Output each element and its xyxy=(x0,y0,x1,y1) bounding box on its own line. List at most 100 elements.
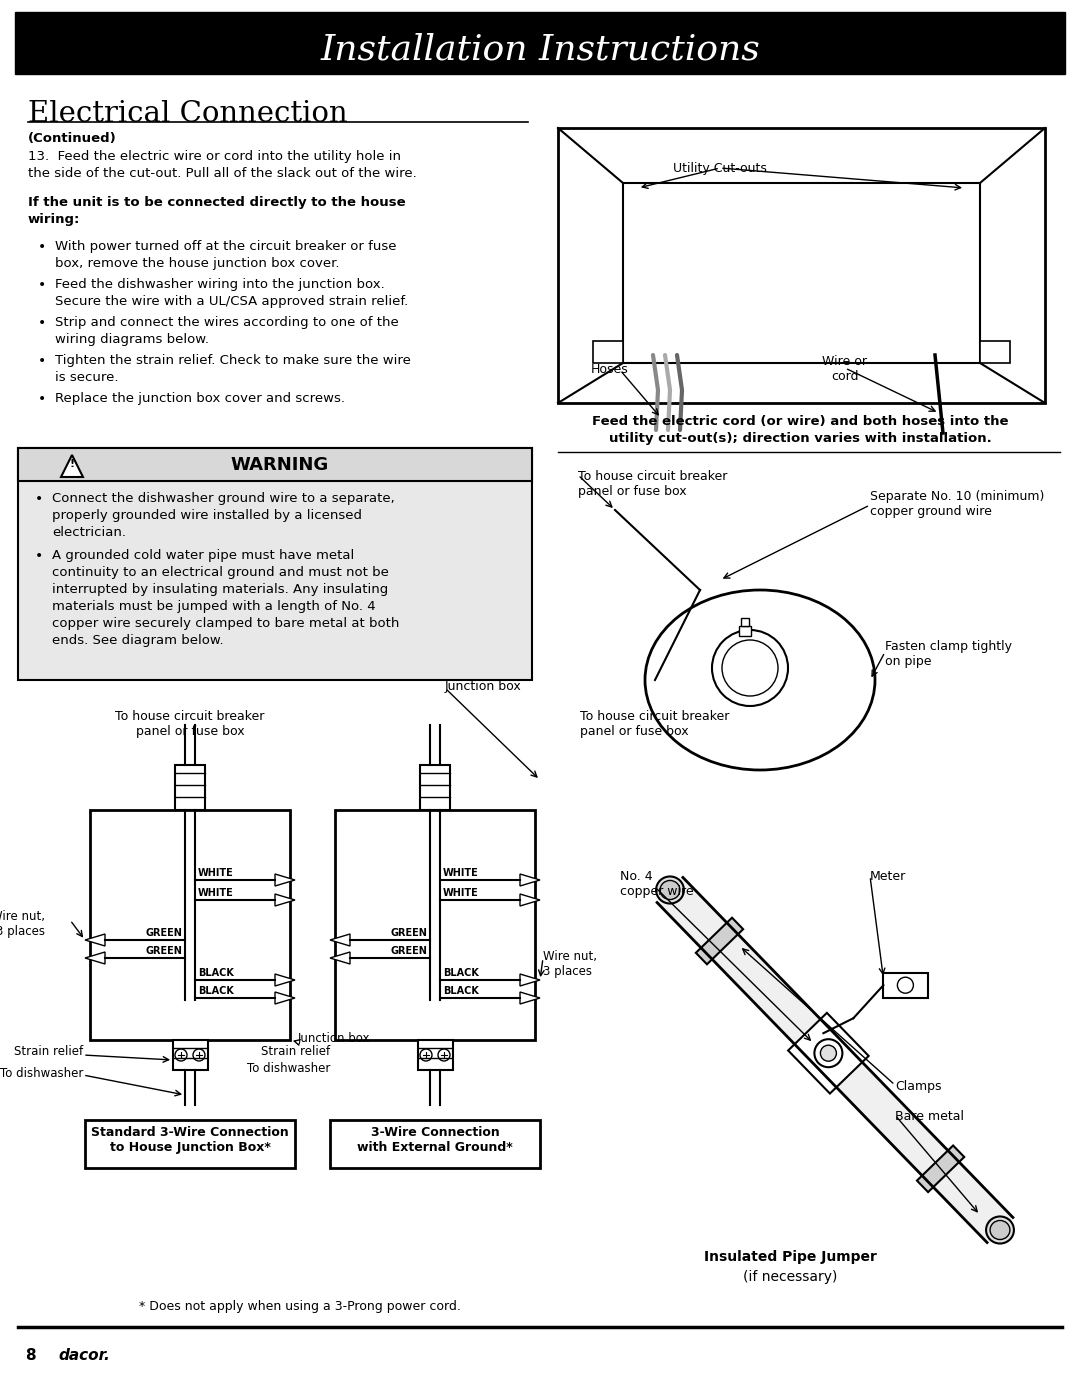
Text: 13.  Feed the electric wire or cord into the utility hole in
the side of the cut: 13. Feed the electric wire or cord into … xyxy=(28,149,417,180)
Text: •: • xyxy=(38,240,46,254)
Bar xyxy=(623,183,980,363)
Bar xyxy=(593,341,623,363)
Text: Standard 3-Wire Connection
to House Junction Box*: Standard 3-Wire Connection to House Junc… xyxy=(91,1126,288,1154)
Text: •: • xyxy=(35,549,43,563)
Polygon shape xyxy=(917,1146,964,1192)
Text: GREEN: GREEN xyxy=(390,946,427,956)
Text: GREEN: GREEN xyxy=(390,928,427,937)
Text: (Continued): (Continued) xyxy=(28,131,117,145)
Bar xyxy=(90,810,291,1039)
Text: Replace the junction box cover and screws.: Replace the junction box cover and screw… xyxy=(55,393,345,405)
Circle shape xyxy=(712,630,788,705)
Bar xyxy=(335,810,535,1039)
Ellipse shape xyxy=(990,1221,1010,1239)
Text: Junction box: Junction box xyxy=(298,1032,370,1045)
Text: !: ! xyxy=(69,460,75,469)
Text: With power turned off at the circuit breaker or fuse
box, remove the house junct: With power turned off at the circuit bre… xyxy=(55,240,396,270)
Ellipse shape xyxy=(645,590,875,770)
Text: 8: 8 xyxy=(25,1348,36,1363)
Text: BLACK: BLACK xyxy=(443,986,478,996)
Text: Strip and connect the wires according to one of the
wiring diagrams below.: Strip and connect the wires according to… xyxy=(55,316,399,346)
Bar xyxy=(739,626,751,636)
Circle shape xyxy=(723,640,778,696)
Text: (if necessary): (if necessary) xyxy=(743,1270,837,1284)
Text: To house circuit breaker
panel or fuse box: To house circuit breaker panel or fuse b… xyxy=(580,710,729,738)
Text: WHITE: WHITE xyxy=(443,868,478,877)
Text: Wire nut,
3 places: Wire nut, 3 places xyxy=(543,950,597,978)
Text: Strain relief: Strain relief xyxy=(261,1045,330,1058)
Polygon shape xyxy=(85,935,105,946)
Text: dacor.: dacor. xyxy=(58,1348,110,1363)
Polygon shape xyxy=(60,455,83,476)
Text: WHITE: WHITE xyxy=(198,888,233,898)
Text: Meter: Meter xyxy=(870,870,906,883)
Circle shape xyxy=(438,1049,450,1060)
Bar xyxy=(18,448,532,680)
Polygon shape xyxy=(330,935,350,946)
Text: GREEN: GREEN xyxy=(145,946,183,956)
Text: 3-Wire Connection
with External Ground*: 3-Wire Connection with External Ground* xyxy=(357,1126,513,1154)
Text: •: • xyxy=(38,278,46,292)
Ellipse shape xyxy=(660,880,680,900)
Ellipse shape xyxy=(656,876,684,904)
Bar xyxy=(18,448,532,481)
Bar xyxy=(420,766,450,810)
Polygon shape xyxy=(788,1013,868,1094)
Polygon shape xyxy=(275,974,295,986)
Circle shape xyxy=(814,1039,842,1067)
Bar xyxy=(15,13,1065,74)
Text: Bare metal: Bare metal xyxy=(895,1111,964,1123)
Text: Fasten clamp tightly
on pipe: Fasten clamp tightly on pipe xyxy=(885,640,1012,668)
Text: To dishwasher: To dishwasher xyxy=(246,1062,330,1076)
Text: BLACK: BLACK xyxy=(443,968,478,978)
Text: Feed the electric cord (or wire) and both hoses into the
utility cut-out(s); dir: Feed the electric cord (or wire) and bot… xyxy=(592,415,1009,446)
Bar xyxy=(175,766,205,810)
Text: •: • xyxy=(38,353,46,367)
Bar xyxy=(741,617,750,626)
Text: Tighten the strain relief. Check to make sure the wire
is secure.: Tighten the strain relief. Check to make… xyxy=(55,353,410,384)
Text: To dishwasher: To dishwasher xyxy=(0,1067,83,1080)
Polygon shape xyxy=(519,894,540,907)
Text: Separate No. 10 (minimum)
copper ground wire: Separate No. 10 (minimum) copper ground … xyxy=(870,490,1044,518)
Text: Clamps: Clamps xyxy=(895,1080,942,1092)
Text: No. 4
copper wire: No. 4 copper wire xyxy=(620,870,693,898)
Polygon shape xyxy=(657,877,1013,1242)
Text: WHITE: WHITE xyxy=(443,888,478,898)
Text: WARNING: WARNING xyxy=(231,455,329,474)
Polygon shape xyxy=(275,875,295,886)
Bar xyxy=(418,1039,453,1070)
Text: Installation Instructions: Installation Instructions xyxy=(320,34,760,67)
Bar xyxy=(85,1120,295,1168)
Polygon shape xyxy=(519,992,540,1004)
Text: Junction box: Junction box xyxy=(445,680,522,693)
Text: Wire nut,
3 places: Wire nut, 3 places xyxy=(0,909,45,937)
Circle shape xyxy=(897,977,914,993)
Text: Electrical Connection: Electrical Connection xyxy=(28,101,348,129)
Bar xyxy=(330,1120,540,1168)
Text: Connect the dishwasher ground wire to a separate,
properly grounded wire install: Connect the dishwasher ground wire to a … xyxy=(52,492,395,539)
Circle shape xyxy=(193,1049,205,1060)
Polygon shape xyxy=(519,875,540,886)
Ellipse shape xyxy=(986,1217,1014,1243)
Circle shape xyxy=(821,1045,836,1062)
Text: Utility Cut-outs: Utility Cut-outs xyxy=(673,162,767,175)
Text: Insulated Pipe Jumper: Insulated Pipe Jumper xyxy=(703,1250,877,1264)
Polygon shape xyxy=(330,951,350,964)
Polygon shape xyxy=(519,974,540,986)
Bar xyxy=(980,341,1010,363)
Polygon shape xyxy=(85,951,105,964)
Text: Wire or
cord: Wire or cord xyxy=(823,355,867,383)
Text: Hoses: Hoses xyxy=(591,363,629,376)
Text: To house circuit breaker
panel or fuse box: To house circuit breaker panel or fuse b… xyxy=(116,710,265,738)
Circle shape xyxy=(175,1049,187,1060)
Bar xyxy=(558,129,1045,402)
Text: If the unit is to be connected directly to the house
wiring:: If the unit is to be connected directly … xyxy=(28,196,406,226)
Polygon shape xyxy=(275,894,295,907)
Text: To house circuit breaker
panel or fuse box: To house circuit breaker panel or fuse b… xyxy=(578,469,727,497)
Circle shape xyxy=(420,1049,432,1060)
Text: BLACK: BLACK xyxy=(198,968,234,978)
Text: WHITE: WHITE xyxy=(198,868,233,877)
Text: Feed the dishwasher wiring into the junction box.
Secure the wire with a UL/CSA : Feed the dishwasher wiring into the junc… xyxy=(55,278,408,307)
Polygon shape xyxy=(696,918,743,964)
Text: A grounded cold water pipe must have metal
continuity to an electrical ground an: A grounded cold water pipe must have met… xyxy=(52,549,400,647)
